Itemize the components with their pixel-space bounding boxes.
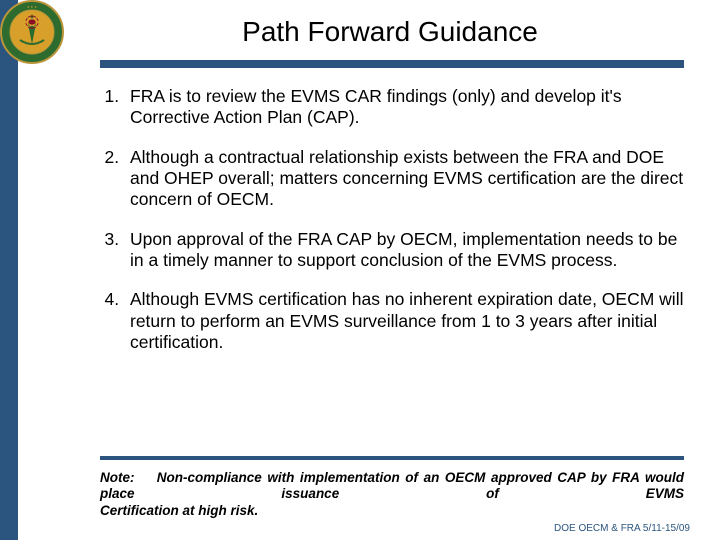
divider-bottom bbox=[100, 456, 684, 460]
note-body: Non-compliance with implementation of an… bbox=[100, 470, 684, 501]
svg-text:★ ★ ★: ★ ★ ★ bbox=[27, 5, 37, 9]
footer-text: DOE OECM & FRA 5/11-15/09 bbox=[554, 523, 690, 534]
divider-top bbox=[100, 60, 684, 68]
note-prefix: Note: bbox=[100, 470, 135, 485]
list-item: FRA is to review the EVMS CAR findings (… bbox=[124, 86, 684, 129]
guidance-list: FRA is to review the EVMS CAR findings (… bbox=[100, 86, 684, 353]
list-item: Although a contractual relationship exis… bbox=[124, 147, 684, 211]
note-text: Note: Non-compliance with implementation… bbox=[100, 470, 684, 519]
page-title: Path Forward Guidance bbox=[80, 16, 700, 48]
note-last-line: Certification at high risk. bbox=[100, 503, 684, 519]
list-item: Upon approval of the FRA CAP by OECM, im… bbox=[124, 229, 684, 272]
left-sidebar-stripe bbox=[0, 0, 18, 540]
body-content: FRA is to review the EVMS CAR findings (… bbox=[100, 86, 684, 371]
doe-seal-icon: ★ ★ ★ bbox=[0, 0, 64, 64]
list-item: Although EVMS certification has no inher… bbox=[124, 289, 684, 353]
